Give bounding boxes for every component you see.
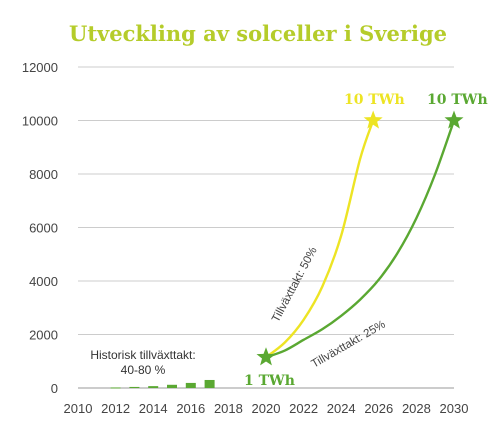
y-tick-label: 10000 <box>22 114 58 129</box>
y-tick-label: 8000 <box>29 167 58 182</box>
grid <box>78 66 454 389</box>
historical-bar <box>110 387 121 389</box>
historical-bars <box>110 379 215 389</box>
x-tick-label: 2020 <box>252 401 281 416</box>
chart-title: Utveckling av solceller i Sverige <box>69 21 447 46</box>
x-tick-label: 2028 <box>402 401 431 416</box>
star-start <box>256 347 276 366</box>
historical-bar <box>185 382 196 388</box>
x-tick-label: 2018 <box>214 401 243 416</box>
x-tick-label: 2012 <box>101 401 130 416</box>
y-tick-label: 2000 <box>29 328 58 343</box>
y-tick-label: 6000 <box>29 221 58 236</box>
y-tick-label: 0 <box>51 381 58 396</box>
x-tick-label: 2024 <box>327 401 356 416</box>
series-label-25: Tillväxttakt: 25% <box>310 319 388 371</box>
historical-bar <box>129 386 140 388</box>
stars <box>256 110 464 366</box>
historical-note-line2: 40-80 % <box>121 363 166 377</box>
y-tick-label: 12000 <box>22 60 58 75</box>
x-axis: 2010 2012 2014 2016 2018 2020 2022 2024 2026 2028… <box>64 401 469 416</box>
historical-bar <box>204 379 215 388</box>
star-end-yellow <box>363 110 383 129</box>
series-label-50: Tillväxttakt: 50% <box>270 245 320 324</box>
star-end-green <box>444 110 464 129</box>
y-axis: 0 2000 4000 6000 8000 10000 12000 <box>22 60 58 396</box>
series-line-25 <box>265 120 456 359</box>
historical-bar <box>167 384 177 388</box>
label-10-twh-yellow: 10 TWh <box>344 92 405 108</box>
x-tick-label: 2022 <box>289 401 318 416</box>
x-tick-label: 2026 <box>364 401 393 416</box>
historical-note-line1: Historisk tillväxttakt: <box>90 348 195 362</box>
label-10-twh-green: 10 TWh <box>427 92 488 108</box>
label-1-twh: 1 TWh <box>244 373 295 389</box>
x-tick-label: 2014 <box>139 401 168 416</box>
x-tick-label: 2016 <box>176 401 205 416</box>
x-tick-label: 2010 <box>64 401 93 416</box>
y-tick-label: 4000 <box>29 274 58 289</box>
historical-bar <box>148 386 159 388</box>
x-tick-label: 2030 <box>440 401 469 416</box>
series-line-50 <box>265 120 375 359</box>
annotations: Historisk tillväxttakt: 40-80 % 1 TWh 10… <box>90 92 487 389</box>
growth-lines <box>265 120 456 359</box>
